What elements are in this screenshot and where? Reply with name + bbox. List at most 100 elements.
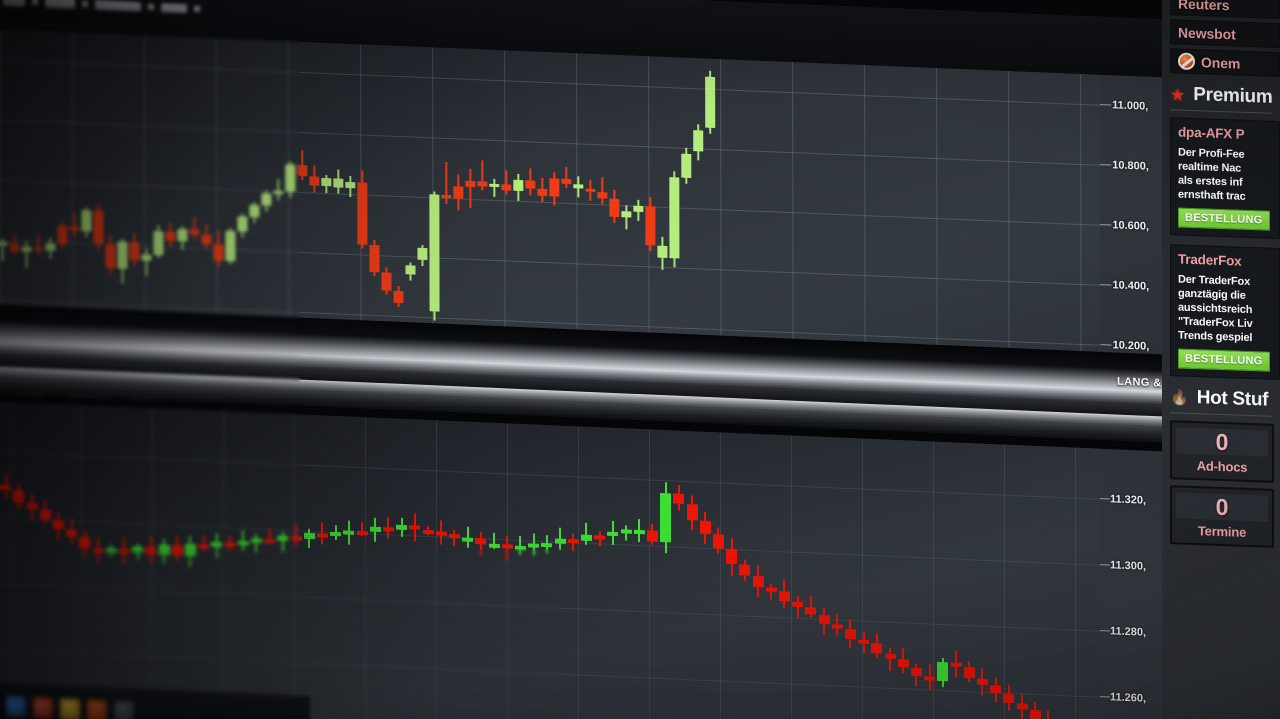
candlestick xyxy=(1003,445,1015,719)
candlestick xyxy=(712,432,724,719)
candlestick xyxy=(264,413,276,719)
taskbar-app-icon[interactable] xyxy=(33,697,53,719)
taskbar-app-icon[interactable] xyxy=(60,698,80,719)
candle-body xyxy=(541,543,553,548)
candlestick xyxy=(333,43,344,343)
sidebar-item-reuters[interactable]: Reuters xyxy=(1170,0,1280,20)
candle-body xyxy=(81,209,92,232)
candlestick xyxy=(321,43,332,343)
candlestick xyxy=(309,42,320,342)
candlestick xyxy=(237,39,248,339)
candlestick xyxy=(417,47,428,347)
candle-body xyxy=(369,244,380,272)
candlestick xyxy=(561,53,572,353)
candle-body xyxy=(92,548,104,554)
candlestick xyxy=(224,411,236,719)
toolbar-menu-item[interactable] xyxy=(161,2,188,13)
star-icon: ★ xyxy=(1170,84,1186,105)
candle-body xyxy=(285,164,296,192)
candle-body xyxy=(249,204,260,218)
candlestick xyxy=(453,48,464,348)
toolbar-menu-item[interactable] xyxy=(3,0,26,7)
candlestick xyxy=(645,56,656,356)
candle-wick xyxy=(889,647,891,671)
candle-body xyxy=(686,503,698,522)
candlestick xyxy=(405,46,416,346)
sidebar-item-newsbot[interactable]: Newsbot xyxy=(1170,19,1280,49)
candlestick xyxy=(489,50,500,350)
candle-body xyxy=(316,533,328,539)
candle-body xyxy=(620,529,632,535)
candlestick xyxy=(69,32,80,332)
candlestick xyxy=(462,421,474,719)
candlestick xyxy=(435,420,447,719)
candlestick xyxy=(513,51,524,351)
y-axis-label: 10.800, xyxy=(1112,159,1149,173)
toolbar-menu-item[interactable] xyxy=(45,0,76,9)
chevron-down-icon[interactable] xyxy=(148,3,155,10)
candle-body xyxy=(277,535,289,541)
candle-body xyxy=(145,547,157,555)
candle-wick xyxy=(601,177,604,205)
candlestick xyxy=(488,423,500,719)
candle-body xyxy=(343,529,355,535)
promo-line: ernsthaft trac xyxy=(1178,188,1246,203)
candlestick xyxy=(699,432,711,719)
candle-body xyxy=(435,531,447,537)
candle-body xyxy=(501,543,513,549)
candle-body xyxy=(567,538,579,544)
sidebar-item-label: Reuters xyxy=(1178,0,1230,13)
candlestick xyxy=(409,419,421,719)
candlestick xyxy=(79,405,91,719)
counter-termine[interactable]: 0 Termine xyxy=(1170,485,1274,548)
candlestick xyxy=(145,408,157,719)
candlestick xyxy=(57,32,68,332)
candlestick xyxy=(1056,447,1067,719)
candlestick xyxy=(633,429,645,719)
candlestick xyxy=(739,433,751,719)
candle-body xyxy=(224,542,236,547)
sidebar-item-onemarkets[interactable]: Onem xyxy=(1170,48,1280,78)
bottom-chart-plot[interactable] xyxy=(0,400,1100,719)
order-button[interactable]: BESTELLUNG xyxy=(1178,348,1270,372)
candle-body xyxy=(52,520,64,530)
candle-body xyxy=(633,529,645,535)
candlestick xyxy=(225,39,236,339)
candlestick xyxy=(681,58,692,358)
candle-body xyxy=(554,537,566,545)
chevron-down-icon[interactable] xyxy=(32,0,39,6)
promo-card-dpa-afx[interactable]: dpa-AFX P Der Profi-Fee realtime Nac als… xyxy=(1170,117,1280,240)
candle-body xyxy=(489,183,500,187)
counter-ad-hocs[interactable]: 0 Ad-hocs xyxy=(1170,420,1274,483)
candlestick xyxy=(705,59,716,359)
candlestick xyxy=(525,51,536,351)
candle-body xyxy=(290,535,302,541)
candle-body xyxy=(792,601,804,608)
candlestick xyxy=(422,420,434,719)
promo-card-traderfox[interactable]: TraderFox Der TraderFox ganztägig die au… xyxy=(1170,244,1280,381)
candle-body xyxy=(597,192,608,199)
right-sidebar[interactable]: Reuters Newsbot Onem ★ Premium dpa-AFX P… xyxy=(1162,0,1280,719)
candle-body xyxy=(646,530,658,542)
candle-body xyxy=(264,539,276,544)
toolbar-menu-item[interactable] xyxy=(95,0,142,11)
candle-body xyxy=(189,229,200,235)
candle-body xyxy=(465,180,476,188)
candle-body xyxy=(752,575,764,588)
candle-wick xyxy=(295,524,297,545)
candlestick xyxy=(396,419,408,719)
candlestick xyxy=(858,438,870,719)
candle-body xyxy=(537,188,548,197)
candle-body xyxy=(778,590,790,602)
taskbar-app-icon[interactable] xyxy=(114,700,134,719)
candlestick xyxy=(277,414,289,719)
chevron-down-icon[interactable] xyxy=(82,1,89,8)
candle-body xyxy=(330,532,342,537)
y-axis-tick xyxy=(1100,104,1112,106)
candle-wick xyxy=(73,212,76,237)
taskbar-app-icon[interactable] xyxy=(6,696,26,717)
chevron-down-icon[interactable] xyxy=(194,5,201,12)
candlestick xyxy=(501,423,513,719)
order-button[interactable]: BESTELLUNG xyxy=(1178,207,1270,231)
taskbar-app-icon[interactable] xyxy=(87,699,107,719)
